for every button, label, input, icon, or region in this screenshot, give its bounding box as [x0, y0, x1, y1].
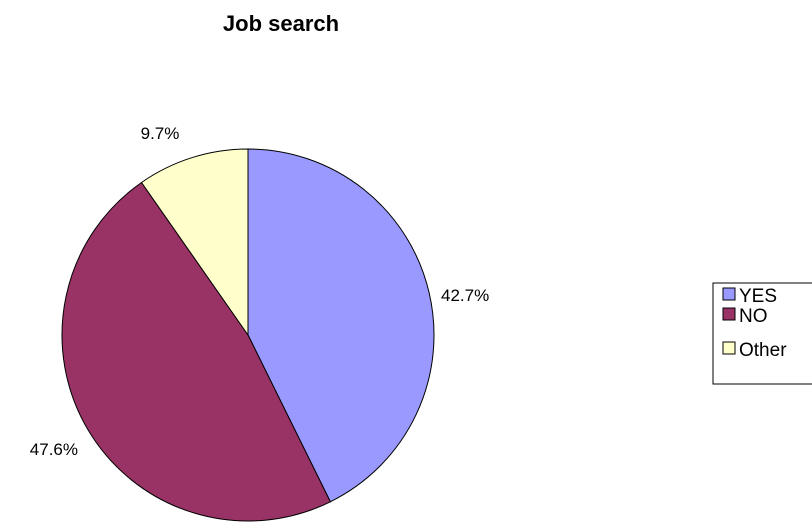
chart-title: Job search [223, 11, 339, 36]
pie-slice-yes [247, 148, 435, 503]
legend-swatch-no [722, 307, 736, 321]
pie-slice-no [61, 181, 332, 522]
pie-slice-other [140, 148, 249, 337]
legend-label-no: NO [739, 306, 768, 327]
data-label-other: 9.7% [141, 124, 180, 143]
legend-label-other: Other [739, 340, 787, 361]
pie-data-labels: 42.7% 47.6% 9.7% [30, 124, 489, 459]
legend-label-yes: YES [739, 286, 777, 307]
legend-swatch-other [722, 341, 736, 355]
data-label-no: 47.6% [30, 440, 78, 459]
data-label-yes: 42.7% [441, 286, 489, 305]
legend-swatch-yes [722, 287, 736, 301]
pie-slices [61, 148, 435, 522]
